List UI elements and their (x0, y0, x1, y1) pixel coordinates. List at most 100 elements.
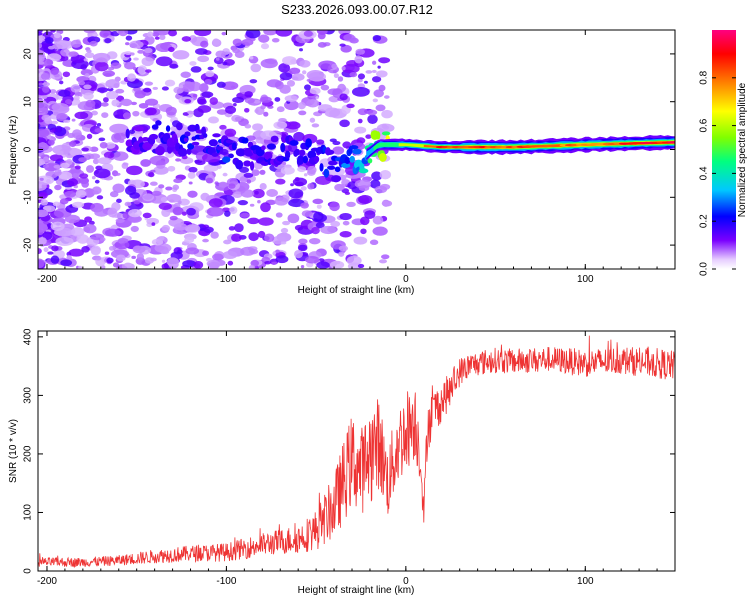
noise-blob (260, 58, 278, 69)
noise-blob (70, 54, 86, 64)
noise-blob (363, 80, 368, 84)
spectrogram-x-ticks: -200 -100 0 100 (37, 30, 676, 285)
noise-blob (101, 112, 109, 118)
noise-blob (232, 38, 243, 47)
noise-blob (137, 65, 148, 75)
noise-blob (40, 72, 51, 80)
noise-blob (93, 168, 111, 179)
ridge-blob (125, 128, 130, 139)
noise-blob (258, 34, 270, 43)
noise-blob (104, 251, 110, 255)
noise-blob (145, 69, 152, 73)
noise-blob (55, 150, 64, 156)
ridge-blob (328, 160, 338, 166)
noise-blob (39, 177, 44, 181)
noise-blob (42, 94, 48, 100)
noise-blob (104, 37, 112, 44)
noise-blob (38, 70, 41, 74)
spectrogram-x-label: Height of straight line (km) (298, 285, 415, 296)
x-tick-label: -200 (37, 274, 57, 285)
noise-blob (346, 201, 356, 208)
noise-blob (129, 129, 136, 135)
y-tick-label: 10 (23, 96, 34, 108)
ridge-blob (263, 151, 273, 160)
noise-blob (313, 211, 324, 222)
ridge-blob (261, 145, 266, 151)
colorbar-tick-label: 0.4 (699, 166, 710, 180)
noise-blob (54, 125, 63, 133)
noise-blob (203, 164, 219, 172)
noise-blob (133, 199, 141, 205)
noise-blob (257, 230, 266, 239)
noise-blob (199, 83, 209, 93)
noise-blob (228, 226, 236, 231)
noise-blob (95, 257, 102, 261)
noise-blob (197, 55, 210, 63)
noise-blob (266, 189, 278, 197)
noise-blob (298, 238, 308, 245)
noise-blob (110, 62, 122, 69)
noise-blob (83, 30, 96, 34)
noise-blob (315, 222, 325, 229)
noise-blob (271, 37, 280, 43)
noise-blob (167, 165, 176, 172)
y-tick-label: 20 (23, 48, 34, 60)
noise-blob (138, 103, 149, 109)
noise-blob (153, 165, 169, 175)
noise-blob (38, 82, 44, 86)
noise-blob (38, 248, 42, 254)
noise-blob (172, 50, 190, 60)
noise-blob (53, 164, 61, 169)
noise-blob (381, 200, 390, 207)
ridge-blob (266, 143, 277, 150)
noise-blob (309, 237, 321, 245)
noise-blob (280, 227, 289, 234)
noise-blob (264, 261, 271, 265)
noise-blob (346, 255, 362, 266)
noise-blob (288, 67, 301, 75)
noise-blob (346, 103, 355, 109)
noise-blob (158, 184, 165, 189)
noise-blob (58, 89, 71, 97)
noise-blob (97, 157, 112, 165)
noise-blob (68, 51, 79, 57)
noise-blob (70, 84, 81, 93)
noise-blob (205, 70, 215, 78)
noise-blob (275, 255, 289, 264)
noise-blob (107, 87, 114, 92)
ridge-blob (378, 152, 387, 162)
noise-blob (42, 164, 50, 169)
ridge-blob (381, 131, 391, 136)
ridge-blob (235, 159, 244, 170)
noise-blob (50, 67, 59, 75)
noise-blob (60, 259, 73, 267)
noise-blob (159, 34, 166, 40)
noise-blob (132, 245, 146, 254)
y-tick-label: -10 (23, 190, 34, 205)
noise-blob (71, 201, 85, 208)
noise-blob (165, 186, 173, 191)
noise-blob (244, 97, 255, 104)
noise-blob (129, 40, 144, 49)
noise-blob (365, 134, 372, 139)
noise-blob (68, 248, 84, 257)
noise-blob (360, 216, 370, 226)
noise-blob (38, 30, 43, 34)
noise-blob (117, 238, 129, 244)
noise-blob (43, 247, 49, 253)
noise-blob (104, 228, 121, 237)
noise-blob (114, 172, 121, 176)
noise-blob (304, 84, 311, 91)
noise-blob (38, 237, 47, 245)
noise-blob (215, 57, 220, 61)
noise-blob (110, 191, 119, 197)
noise-blob (245, 30, 261, 39)
noise-blob (276, 106, 285, 113)
noise-blob (131, 255, 136, 259)
noise-blob (306, 99, 320, 108)
noise-blob (188, 181, 193, 185)
noise-blob (48, 139, 55, 145)
noise-blob (87, 36, 101, 44)
noise-blob (253, 99, 261, 104)
figure-title: S233.2026.093.00.07.R12 (281, 2, 433, 17)
